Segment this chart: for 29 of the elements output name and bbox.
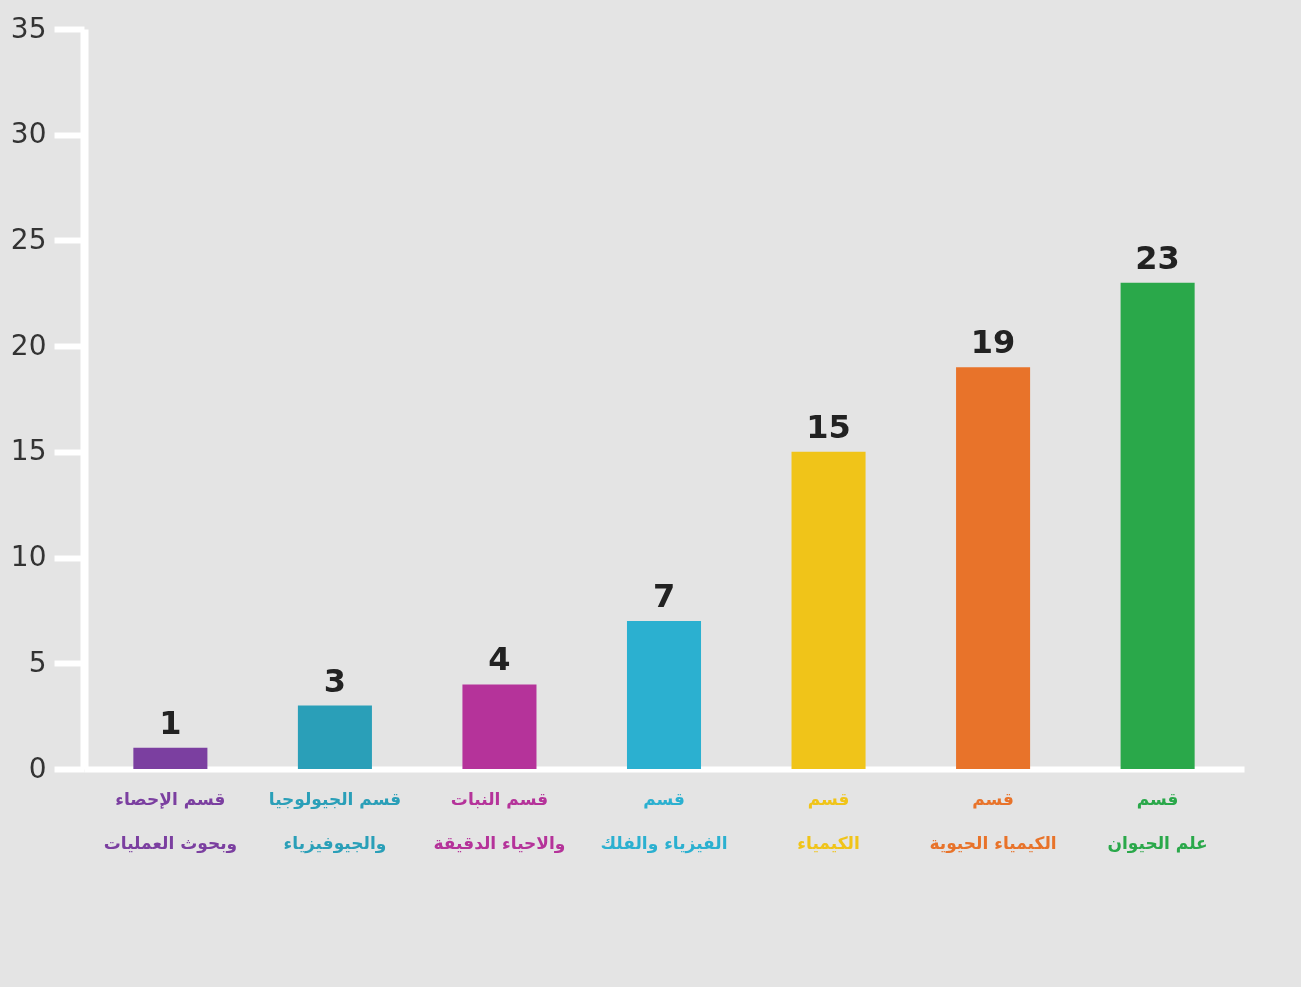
data-label: 1	[159, 703, 182, 742]
category-label: قسم الكيمياء الحيوية	[929, 788, 1057, 853]
y-tick-label: 30	[10, 117, 47, 151]
data-label: 4	[488, 640, 511, 679]
y-tick-label: 0	[28, 751, 47, 785]
y-tick-label: 10	[10, 540, 47, 574]
data-label: 23	[1135, 238, 1180, 277]
data-label: 3	[323, 661, 347, 700]
category-label: قسم علم الحيوان	[1107, 788, 1208, 853]
category-label: قسم الجيولوجيا والجيوفيزياء	[268, 788, 402, 853]
bar	[462, 684, 537, 769]
bar	[297, 705, 372, 769]
y-tick-label: 20	[10, 328, 47, 362]
y-tick-label: 15	[10, 434, 47, 468]
bar	[956, 367, 1031, 769]
category-label: قسم الإحصاء وبحوث العمليات	[103, 788, 238, 853]
y-tick-label: 35	[10, 11, 47, 45]
bar	[133, 747, 208, 769]
bar	[791, 451, 866, 769]
y-tick-label: 5	[28, 645, 47, 679]
data-label: 19	[970, 323, 1016, 362]
data-label: 7	[652, 577, 676, 615]
bar	[626, 621, 702, 769]
data-label: 15	[806, 407, 851, 446]
category-label: قسم النبات والاحياء الدقيقة	[433, 788, 566, 853]
bar	[1120, 282, 1195, 769]
y-tick-label: 25	[10, 222, 47, 256]
category-label: قسم الكيمياء	[797, 788, 860, 853]
category-label: قسم الفيزياء والفلك	[600, 788, 728, 853]
